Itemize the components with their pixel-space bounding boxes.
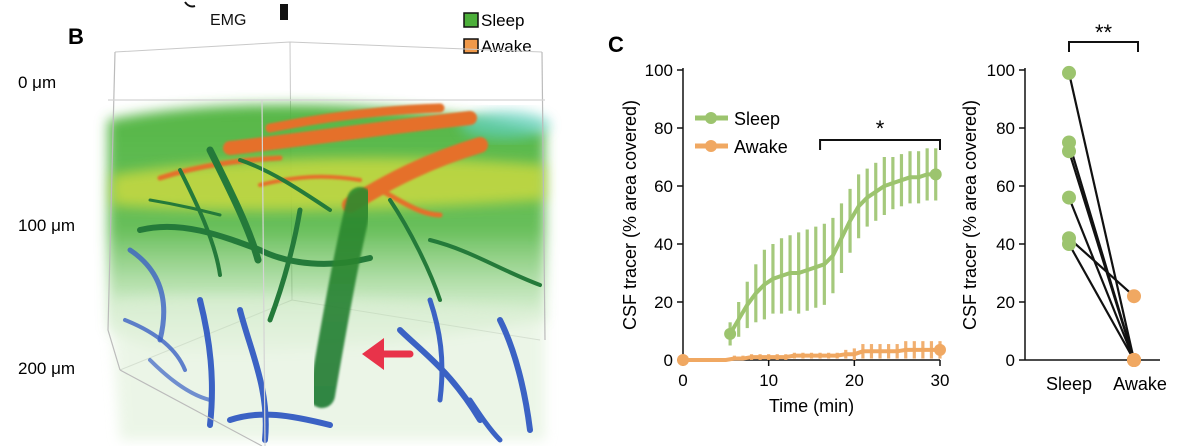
- sleep-point: [1062, 65, 1076, 80]
- sleep-point: [1062, 144, 1076, 159]
- data-point: [934, 343, 946, 356]
- paired-chart-lines: [1067, 72, 1136, 361]
- legend-marker: [705, 140, 717, 152]
- depth-label-100: 100 μm: [18, 216, 75, 235]
- y-tick-label: 40: [996, 235, 1015, 254]
- significance-bracket: [819, 139, 941, 150]
- significance-label: *: [876, 116, 885, 141]
- paired-chart-points: [1062, 65, 1141, 367]
- y-tick-label: 0: [1006, 351, 1015, 370]
- y-tick-label: 60: [654, 177, 673, 196]
- emg-label: EMG: [210, 12, 246, 29]
- significance-label: **: [1095, 20, 1113, 45]
- line-chart-series: [677, 148, 946, 366]
- y-tick-label: 100: [987, 61, 1015, 80]
- y-tick-label: 40: [654, 235, 673, 254]
- depth-label-0: 0 μm: [18, 73, 56, 92]
- sleep-point: [1062, 237, 1076, 251]
- green-vessels: [137, 146, 542, 323]
- cube-front-edges: [107, 51, 546, 446]
- orange-vessels: [157, 103, 488, 218]
- pair-line: [1068, 237, 1135, 298]
- panel-b: B Sleep Awake 0 μm 100 μm 200 μm: [18, 11, 550, 446]
- emg-scale-bar: [280, 4, 288, 20]
- panel-b-letter: B: [68, 24, 84, 49]
- awake-point: [1127, 353, 1141, 367]
- x-tick-label: 30: [931, 371, 950, 390]
- cyan-glow: [460, 111, 550, 139]
- series-sleep: [724, 148, 942, 346]
- pair-line: [1067, 150, 1136, 361]
- legend-label: Sleep: [734, 109, 780, 129]
- depth-label-200: 200 μm: [18, 359, 75, 378]
- x-tick-label: 20: [845, 371, 864, 390]
- legend-label-sleep: Sleep: [481, 11, 524, 30]
- significance-bracket: [1068, 41, 1139, 52]
- awake-point: [1127, 289, 1141, 304]
- red-arrow-icon: [362, 338, 414, 370]
- penetrating-vessel: [309, 187, 373, 408]
- pair-line: [1068, 243, 1135, 361]
- sleep-point: [1062, 190, 1076, 205]
- emg-trace-fragment: [184, 1, 196, 8]
- y-tick-label: 0: [664, 351, 673, 370]
- line-chart-legend: Sleep Awake: [695, 109, 788, 157]
- pair-line: [1067, 72, 1136, 361]
- pair-line: [1067, 197, 1136, 361]
- legend-marker: [705, 112, 717, 124]
- emg-fragment: EMG: [184, 1, 288, 29]
- y-tick-label: 60: [996, 177, 1015, 196]
- series-awake: [677, 341, 946, 366]
- panel-c-letter: C: [608, 32, 624, 57]
- y-tick-label: 100: [645, 61, 673, 80]
- series-line: [683, 347, 940, 362]
- category-label: Awake: [1113, 374, 1167, 394]
- line-chart-axes: 0 20 40 60 80 100 0 10 20 30 Time (min) CSF tracer …: [620, 61, 949, 416]
- category-label: Sleep: [1046, 374, 1092, 394]
- paired-chart: 0 20 40 60 80 100 Sleep Awake CSF tracer (% area…: [960, 20, 1167, 394]
- y-tick-label: 20: [996, 293, 1015, 312]
- legend-swatch-sleep: [463, 12, 479, 28]
- y-tick-label: 20: [654, 293, 673, 312]
- line-chart-significance: *: [819, 116, 941, 150]
- imaging-volume: [107, 41, 550, 446]
- data-point: [724, 327, 737, 340]
- paired-chart-axes: 0 20 40 60 80 100 Sleep Awake CSF tracer (% area…: [960, 61, 1167, 394]
- data-point: [677, 354, 689, 366]
- x-tick-label: 0: [678, 371, 687, 390]
- x-axis-title: Time (min): [769, 396, 854, 416]
- paired-chart-significance: **: [1068, 20, 1139, 52]
- line-chart: 0 20 40 60 80 100 0 10 20 30 Time (min) CSF tracer …: [620, 61, 949, 416]
- blue-vessels: [123, 247, 533, 443]
- y-axis-title: CSF tracer (% area covered): [960, 100, 980, 330]
- legend-swatch-awake: [463, 38, 479, 54]
- legend-label: Awake: [734, 137, 788, 157]
- data-point: [929, 168, 942, 181]
- y-axis-title: CSF tracer (% area covered): [620, 100, 640, 330]
- legend-label-awake: Awake: [481, 37, 532, 56]
- series-line: [728, 172, 936, 335]
- panel-c: C: [608, 32, 624, 57]
- x-tick-label: 10: [759, 371, 778, 390]
- y-tick-label: 80: [996, 119, 1015, 138]
- y-tick-label: 80: [654, 119, 673, 138]
